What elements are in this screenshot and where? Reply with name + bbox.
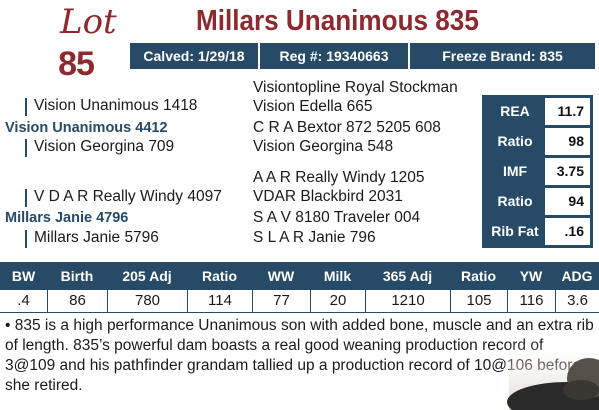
stat-row: Ratio 98 bbox=[485, 128, 590, 155]
cell-bw: .4 bbox=[17, 292, 30, 309]
ddd-name: S L A R Janie 796 bbox=[253, 229, 376, 246]
header-205-adj: 205 Adj bbox=[122, 268, 172, 284]
animal-photo bbox=[469, 338, 599, 410]
carcass-stats: REA 11.7 Ratio 98 IMF 3.75 Ratio 94 Rib … bbox=[482, 95, 593, 248]
page-title: Millars Unanimous 835 bbox=[196, 5, 479, 37]
dds-name: S A V 8180 Traveler 004 bbox=[253, 209, 421, 226]
info-bar: Calved: 1/29/18 Reg #: 19340663 Freeze B… bbox=[130, 43, 595, 69]
sire-dam-bar bbox=[25, 139, 27, 157]
cell-ww: 77 bbox=[252, 290, 310, 312]
header-milk: Milk bbox=[323, 268, 352, 284]
header-ww: WW bbox=[267, 268, 295, 284]
stat-value: .16 bbox=[545, 218, 590, 245]
table-row: .4 86 780 114 77 20 1210 105 116 3.6 bbox=[0, 290, 599, 313]
cell-ratio: 114 bbox=[187, 290, 252, 312]
header-365-adj: 365 Adj bbox=[382, 268, 433, 284]
cell-yw: 116 bbox=[507, 290, 555, 312]
dsd-name: VDAR Blackbird 2031 bbox=[253, 188, 403, 205]
registration-number: Reg #: 19340663 bbox=[260, 43, 408, 69]
sire-sire-bar bbox=[25, 98, 27, 116]
stat-row: IMF 3.75 bbox=[485, 158, 590, 185]
cell-365-adj: 1210 bbox=[365, 290, 450, 312]
sire-name: Vision Unanimous 4412 bbox=[5, 120, 168, 136]
stat-label: REA bbox=[500, 103, 530, 119]
dam-dam-name: Millars Janie 5796 bbox=[34, 229, 159, 246]
freeze-brand: Freeze Brand: 835 bbox=[410, 43, 595, 69]
dam-sire-name: V D A R Really Windy 4097 bbox=[34, 188, 222, 205]
stat-value: 11.7 bbox=[545, 98, 590, 125]
lot-label: Lot bbox=[60, 2, 117, 42]
calved-date: Calved: 1/29/18 bbox=[130, 43, 258, 69]
sds-name: C R A Bextor 872 5205 608 bbox=[253, 119, 441, 136]
dam-sire-bar bbox=[25, 189, 27, 207]
cell-birth: 86 bbox=[47, 290, 107, 312]
stat-row: REA 11.7 bbox=[485, 98, 590, 125]
stat-value: 94 bbox=[545, 188, 590, 215]
dam-name: Millars Janie 4796 bbox=[5, 210, 129, 226]
stat-value: 3.75 bbox=[545, 158, 590, 185]
lot-number: 85 bbox=[58, 45, 95, 83]
stat-label: Ratio bbox=[497, 193, 533, 209]
stat-label: IMF bbox=[502, 163, 528, 179]
ssd-name: Vision Edella 665 bbox=[253, 98, 373, 115]
stat-row: Rib Fat .16 bbox=[485, 218, 590, 245]
header-ratio: Ratio bbox=[202, 268, 237, 284]
cell-milk: 20 bbox=[310, 290, 365, 312]
header-yw: YW bbox=[519, 268, 543, 284]
table-header-row: BW Birth 205 Adj Ratio WW Milk 365 Adj R… bbox=[0, 262, 599, 290]
header-ratio-2: Ratio bbox=[461, 268, 496, 284]
sss-name: Visiontopline Royal Stockman bbox=[253, 79, 458, 96]
description-text: • 835 is a high performance Unanimous so… bbox=[5, 317, 594, 394]
cell-205-adj: 780 bbox=[107, 290, 187, 312]
stat-value: 98 bbox=[545, 128, 590, 155]
header-bw: BW bbox=[11, 268, 36, 284]
header-birth: Birth bbox=[60, 268, 94, 284]
stat-row: Ratio 94 bbox=[485, 188, 590, 215]
dam-dam-bar bbox=[25, 230, 27, 248]
sire-dam-name: Vision Georgina 709 bbox=[34, 138, 175, 155]
sire-sire-name: Vision Unanimous 1418 bbox=[34, 97, 198, 114]
stat-label: Rib Fat bbox=[491, 223, 539, 239]
sdd-name: Vision Georgina 548 bbox=[253, 138, 394, 155]
header-adg: ADG bbox=[561, 268, 593, 284]
stat-label: Ratio bbox=[497, 133, 533, 149]
cell-ratio-2: 105 bbox=[450, 290, 507, 312]
cell-adg: 3.6 bbox=[555, 290, 599, 312]
performance-table: BW Birth 205 Adj Ratio WW Milk 365 Adj R… bbox=[0, 262, 599, 313]
dss-name: A A R Really Windy 1205 bbox=[253, 169, 425, 186]
